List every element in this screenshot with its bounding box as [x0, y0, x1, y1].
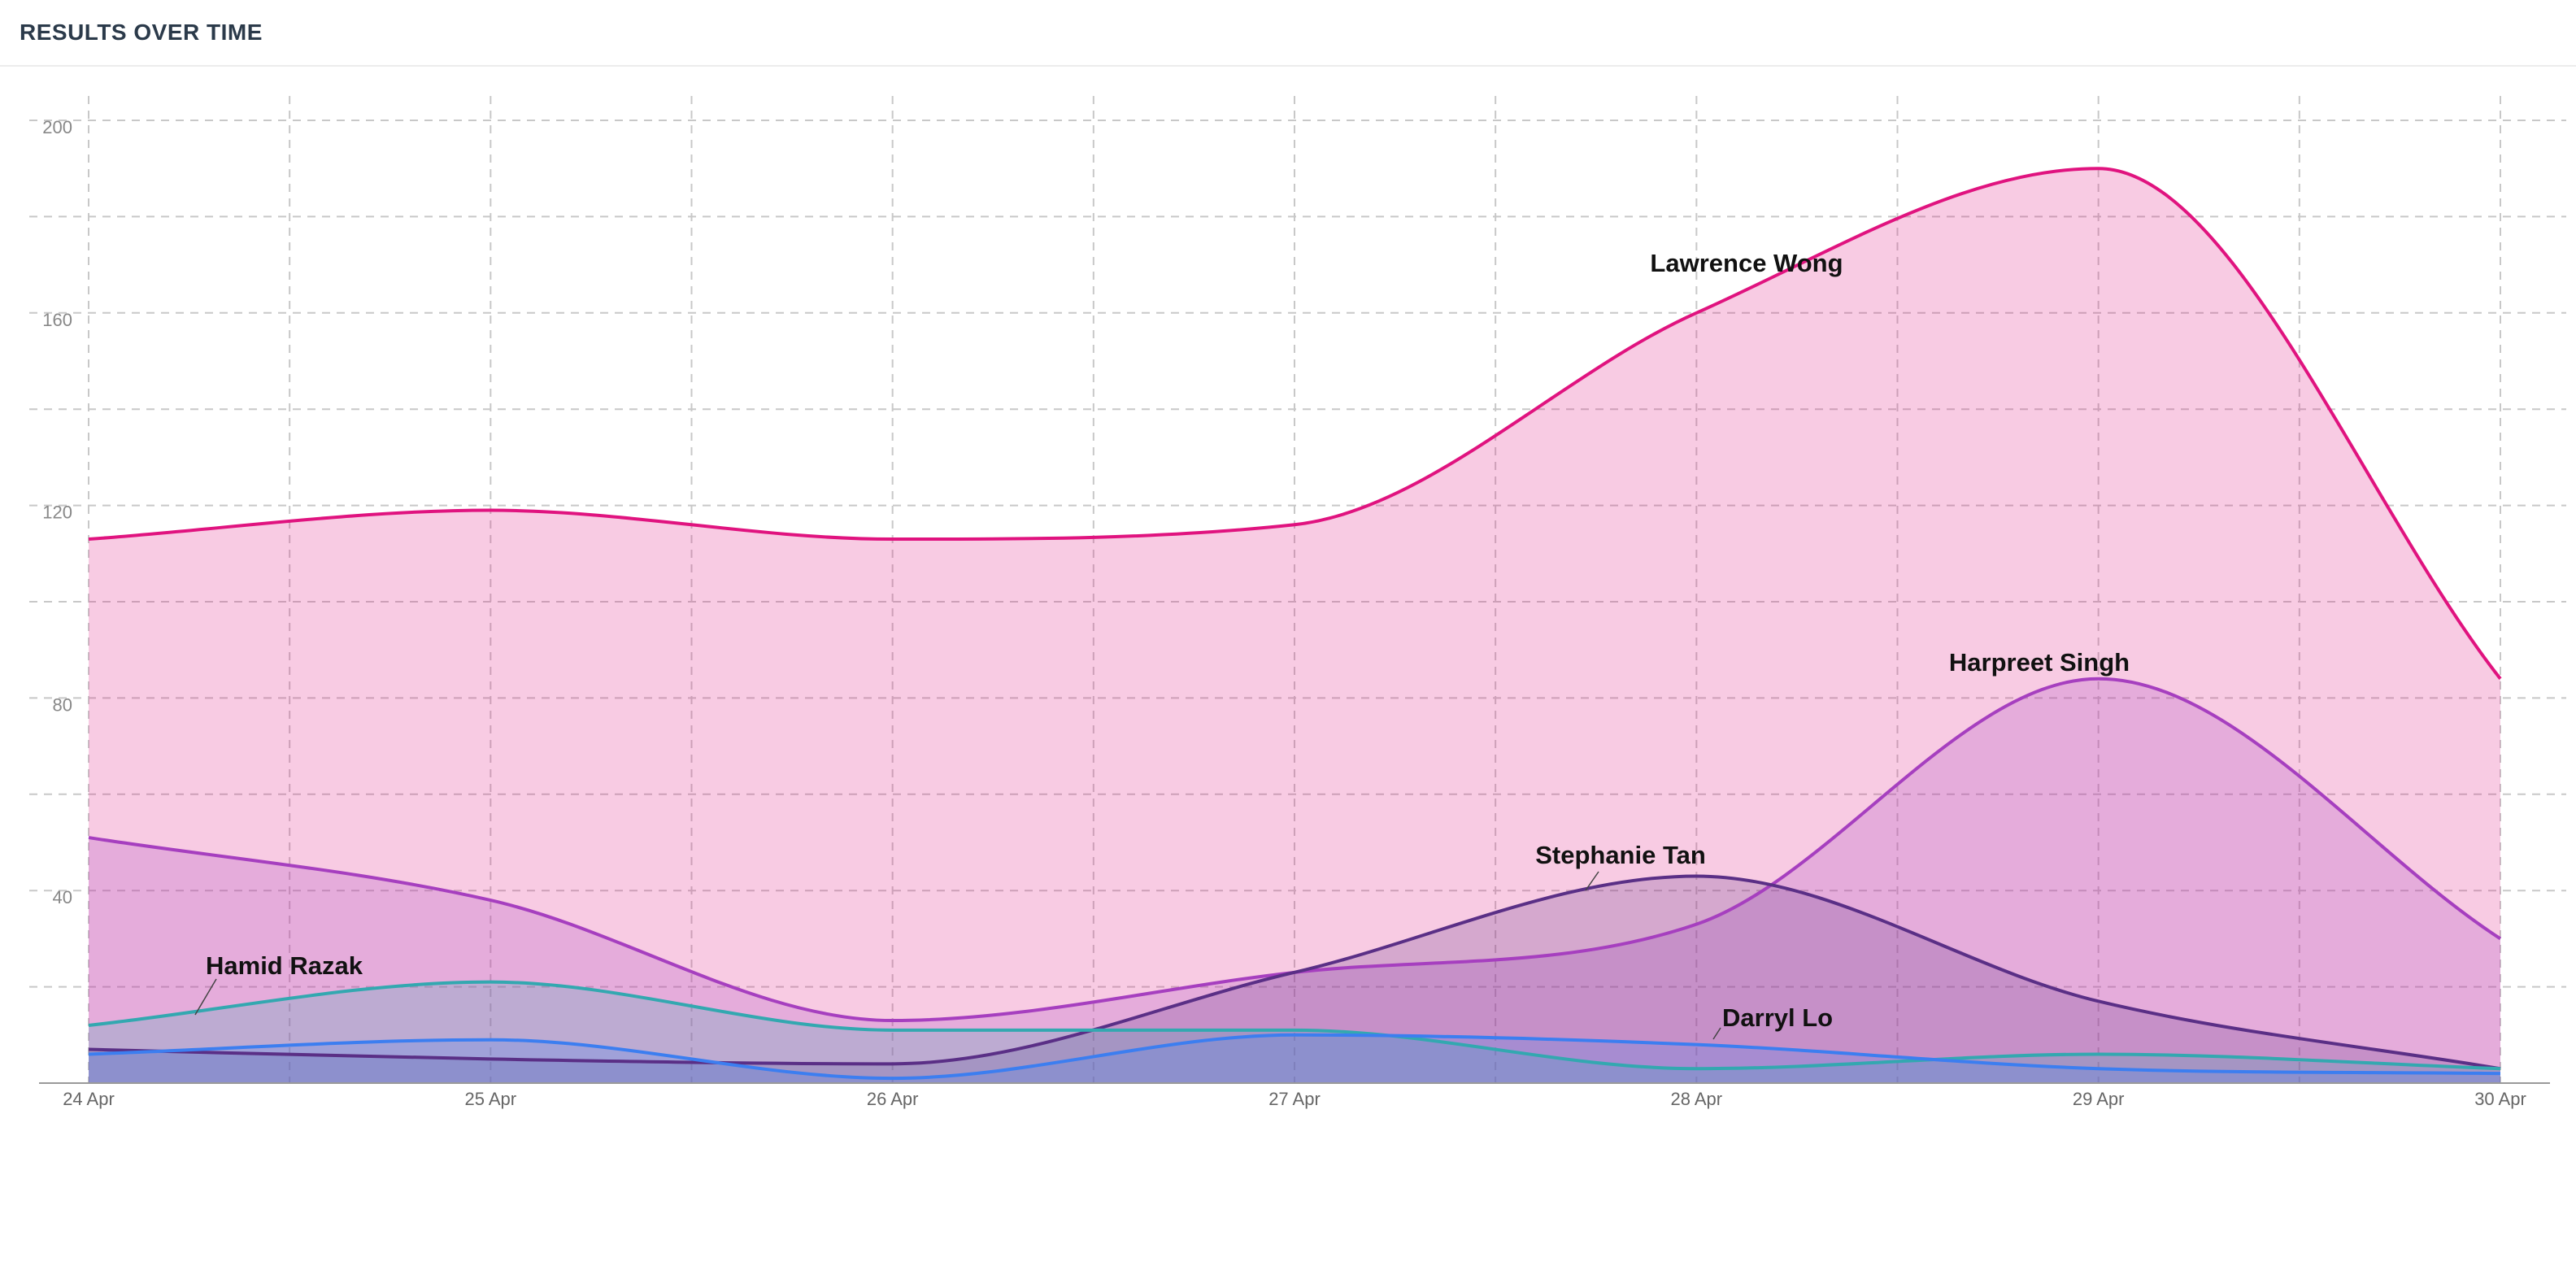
- y-tick-label: 160: [42, 310, 72, 330]
- annotation-stephanie-tan: Stephanie Tan: [1535, 841, 1706, 869]
- y-tick-label: 40: [53, 887, 72, 907]
- series-annotations: Lawrence Wong Harpreet Singh Stephanie Tan…: [194, 249, 2130, 1040]
- annotation-leader-hamid-razak: [194, 978, 217, 1016]
- point-hamid-razak[interactable]: [2498, 1066, 2503, 1071]
- point-hamid-razak[interactable]: [2096, 1051, 2101, 1056]
- chart-header: RESULTS OVER TIME: [0, 0, 2576, 67]
- point-stephanie-tan[interactable]: [86, 1047, 91, 1052]
- point-lawrence-wong[interactable]: [1292, 522, 1297, 527]
- line-hamid-razak: [88, 980, 2501, 1071]
- line-harpreet-singh: [88, 677, 2502, 1023]
- grid-lines: [29, 96, 2566, 1083]
- area-harpreet-singh: [89, 678, 2500, 1083]
- annotation-lawrence-wong: Lawrence Wong: [1650, 249, 1843, 277]
- line-darryl-lo: [88, 1033, 2501, 1081]
- point-stephanie-tan[interactable]: [488, 1056, 493, 1061]
- point-lawrence-wong[interactable]: [86, 537, 91, 542]
- annotation-leader-stephanie-tan: [1585, 871, 1599, 891]
- point-darryl-lo[interactable]: [2498, 1071, 2503, 1076]
- point-harpreet-singh[interactable]: [2096, 677, 2101, 681]
- point-hamid-razak[interactable]: [1292, 1028, 1297, 1033]
- x-tick-label: 29 Apr: [2073, 1089, 2125, 1109]
- x-tick-label: 25 Apr: [465, 1089, 517, 1109]
- point-hamid-razak[interactable]: [86, 1023, 91, 1028]
- x-tick-label: 24 Apr: [63, 1089, 115, 1109]
- point-stephanie-tan[interactable]: [1694, 873, 1699, 878]
- point-stephanie-tan[interactable]: [1292, 970, 1297, 975]
- point-lawrence-wong[interactable]: [2498, 677, 2503, 681]
- x-tick-label: 30 Apr: [2474, 1089, 2526, 1109]
- point-darryl-lo[interactable]: [86, 1051, 91, 1056]
- line-lawrence-wong: [88, 167, 2502, 680]
- point-lawrence-wong[interactable]: [890, 537, 895, 542]
- point-lawrence-wong[interactable]: [2096, 166, 2101, 171]
- point-darryl-lo[interactable]: [1292, 1033, 1297, 1038]
- point-harpreet-singh[interactable]: [488, 898, 493, 903]
- point-darryl-lo[interactable]: [1694, 1042, 1699, 1047]
- point-harpreet-singh[interactable]: [86, 835, 91, 840]
- point-stephanie-tan[interactable]: [2096, 999, 2101, 1003]
- x-tick-label: 27 Apr: [1268, 1089, 1321, 1109]
- point-lawrence-wong[interactable]: [488, 508, 493, 513]
- x-axis-ticks: 24 Apr 25 Apr 26 Apr 27 Apr 28 Apr 29 Apr 30 A…: [63, 1089, 2526, 1109]
- chart-title: RESULTS OVER TIME: [20, 20, 263, 45]
- line-stephanie-tan: [88, 874, 2501, 1071]
- series-lines: [86, 166, 2503, 1081]
- point-harpreet-singh[interactable]: [890, 1018, 895, 1023]
- y-axis-ticks: 40 80 120 160 200: [42, 117, 72, 907]
- point-harpreet-singh[interactable]: [1694, 922, 1699, 927]
- area-lawrence-wong: [89, 168, 2500, 1084]
- point-lawrence-wong[interactable]: [1694, 311, 1699, 315]
- y-tick-label: 120: [42, 503, 72, 523]
- x-tick-label: 26 Apr: [867, 1089, 919, 1109]
- annotation-darryl-lo: Darryl Lo: [1722, 1003, 1833, 1032]
- point-hamid-razak[interactable]: [1694, 1066, 1699, 1071]
- x-tick-label: 28 Apr: [1671, 1089, 1723, 1109]
- annotation-leader-darryl-lo: [1712, 1027, 1721, 1040]
- point-hamid-razak[interactable]: [488, 980, 493, 985]
- area-darryl-lo: [89, 1034, 2500, 1083]
- point-harpreet-singh[interactable]: [2498, 936, 2503, 941]
- y-tick-label: 80: [53, 694, 72, 715]
- point-darryl-lo[interactable]: [488, 1038, 493, 1042]
- point-stephanie-tan[interactable]: [890, 1061, 895, 1066]
- point-darryl-lo[interactable]: [2096, 1066, 2101, 1071]
- annotation-harpreet-singh: Harpreet Singh: [1949, 648, 2130, 677]
- point-darryl-lo[interactable]: [890, 1076, 895, 1081]
- y-tick-label: 200: [42, 117, 72, 137]
- point-hamid-razak[interactable]: [890, 1028, 895, 1033]
- annotation-hamid-razak: Hamid Razak: [206, 951, 363, 980]
